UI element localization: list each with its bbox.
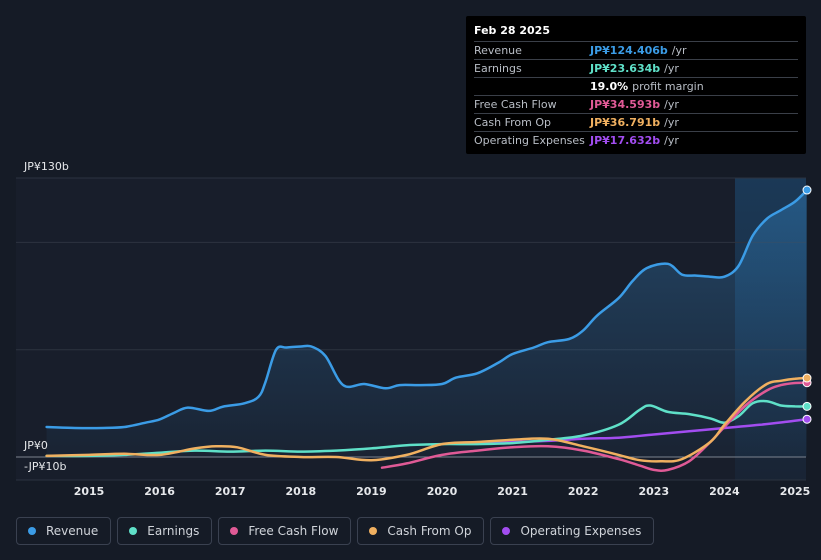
tooltip-row-unit: profit margin [632, 80, 704, 93]
y-label-top: JP¥130b [23, 160, 69, 173]
legend-dot-icon [230, 527, 239, 535]
legend-item-revenue[interactable]: Revenue [16, 517, 112, 545]
legend-item-cash-from-op[interactable]: Cash From Op [357, 517, 485, 545]
tooltip-row-value: JP¥124.406b [590, 44, 668, 57]
revenue-end-marker [802, 185, 812, 195]
operating-expenses-end-marker [802, 414, 812, 424]
tooltip-row-label: Revenue [474, 44, 522, 57]
legend-dot-icon [28, 527, 36, 535]
legend-item-earnings[interactable]: Earnings [117, 517, 213, 545]
x-tick-label: 2025 [780, 485, 811, 498]
tooltip-row-value: JP¥17.632b [590, 134, 661, 147]
tooltip-row-label: Free Cash Flow [474, 98, 557, 111]
x-axis: 2015 2016 2017 2018 2019 2020 2021 2022 2023 2024… [74, 485, 811, 498]
x-tick-label: 2020 [427, 485, 458, 498]
tooltip-row-value: 19.0% [590, 80, 629, 93]
earnings-end-marker [802, 401, 812, 411]
tooltip-row-label: Operating Expenses [474, 134, 585, 147]
x-tick-label: 2015 [74, 485, 105, 498]
tooltip-row-value: JP¥23.634b [590, 62, 661, 75]
tooltip-row-label [474, 78, 590, 95]
legend-dot-icon [129, 527, 138, 535]
legend-item-free-cash-flow[interactable]: Free Cash Flow [218, 517, 352, 545]
tooltip-row: 19.0% profit margin [474, 77, 798, 95]
x-tick-label: 2023 [638, 485, 669, 498]
tooltip-row-unit: /yr [671, 44, 687, 57]
x-tick-label: 2017 [215, 485, 246, 498]
tooltip-row-unit: /yr [664, 134, 679, 147]
tooltip-row: Operating Expenses JP¥17.632b/yr [474, 131, 798, 149]
legend-label: Earnings [147, 524, 200, 538]
tooltip-row: Earnings JP¥23.634b/yr [474, 59, 798, 77]
tooltip-row-label: Cash From Op [474, 116, 552, 129]
y-label-zero: JP¥0 [23, 439, 48, 452]
x-tick-label: 2018 [285, 485, 316, 498]
tooltip-row-unit: /yr [664, 62, 679, 75]
tooltip-row: Revenue JP¥124.406b/yr [474, 41, 798, 59]
revenue-line [45, 188, 809, 430]
cash-from-op-line [45, 376, 809, 463]
legend-label: Operating Expenses [520, 524, 642, 538]
tooltip-row: Free Cash Flow JP¥34.593b/yr [474, 95, 798, 113]
tooltip-date: Feb 28 2025 [474, 24, 550, 37]
legend-label: Revenue [46, 524, 99, 538]
y-label-bottom: -JP¥10b [24, 460, 66, 473]
x-tick-label: 2022 [568, 485, 599, 498]
legend-dot-icon [502, 527, 511, 535]
tooltip-row-label: Earnings [474, 62, 522, 75]
tooltip-row: Cash From Op JP¥36.791b/yr [474, 113, 798, 131]
legend: Revenue Earnings Free Cash Flow Cash From O… [16, 517, 660, 545]
x-tick-label: 2019 [356, 485, 387, 498]
series-layer [45, 185, 812, 472]
free-cash-flow-line [380, 381, 809, 472]
cash-from-op-end-marker [802, 373, 812, 383]
revenue-area [46, 190, 808, 457]
tooltip-row-unit: /yr [664, 116, 679, 129]
legend-item-operating-expenses[interactable]: Operating Expenses [490, 517, 655, 545]
x-tick-label: 2021 [497, 485, 528, 498]
legend-label: Cash From Op [387, 524, 472, 538]
legend-dot-icon [369, 527, 378, 535]
x-tick-label: 2016 [144, 485, 175, 498]
x-tick-label: 2024 [709, 485, 740, 498]
tooltip-row-unit: /yr [664, 98, 679, 111]
tooltip-row-value: JP¥36.791b [590, 116, 661, 129]
legend-label: Free Cash Flow [248, 524, 339, 538]
tooltip: Feb 28 2025 Revenue JP¥124.406b/yr Earning… [466, 16, 806, 154]
tooltip-row-value: JP¥34.593b [590, 98, 661, 111]
